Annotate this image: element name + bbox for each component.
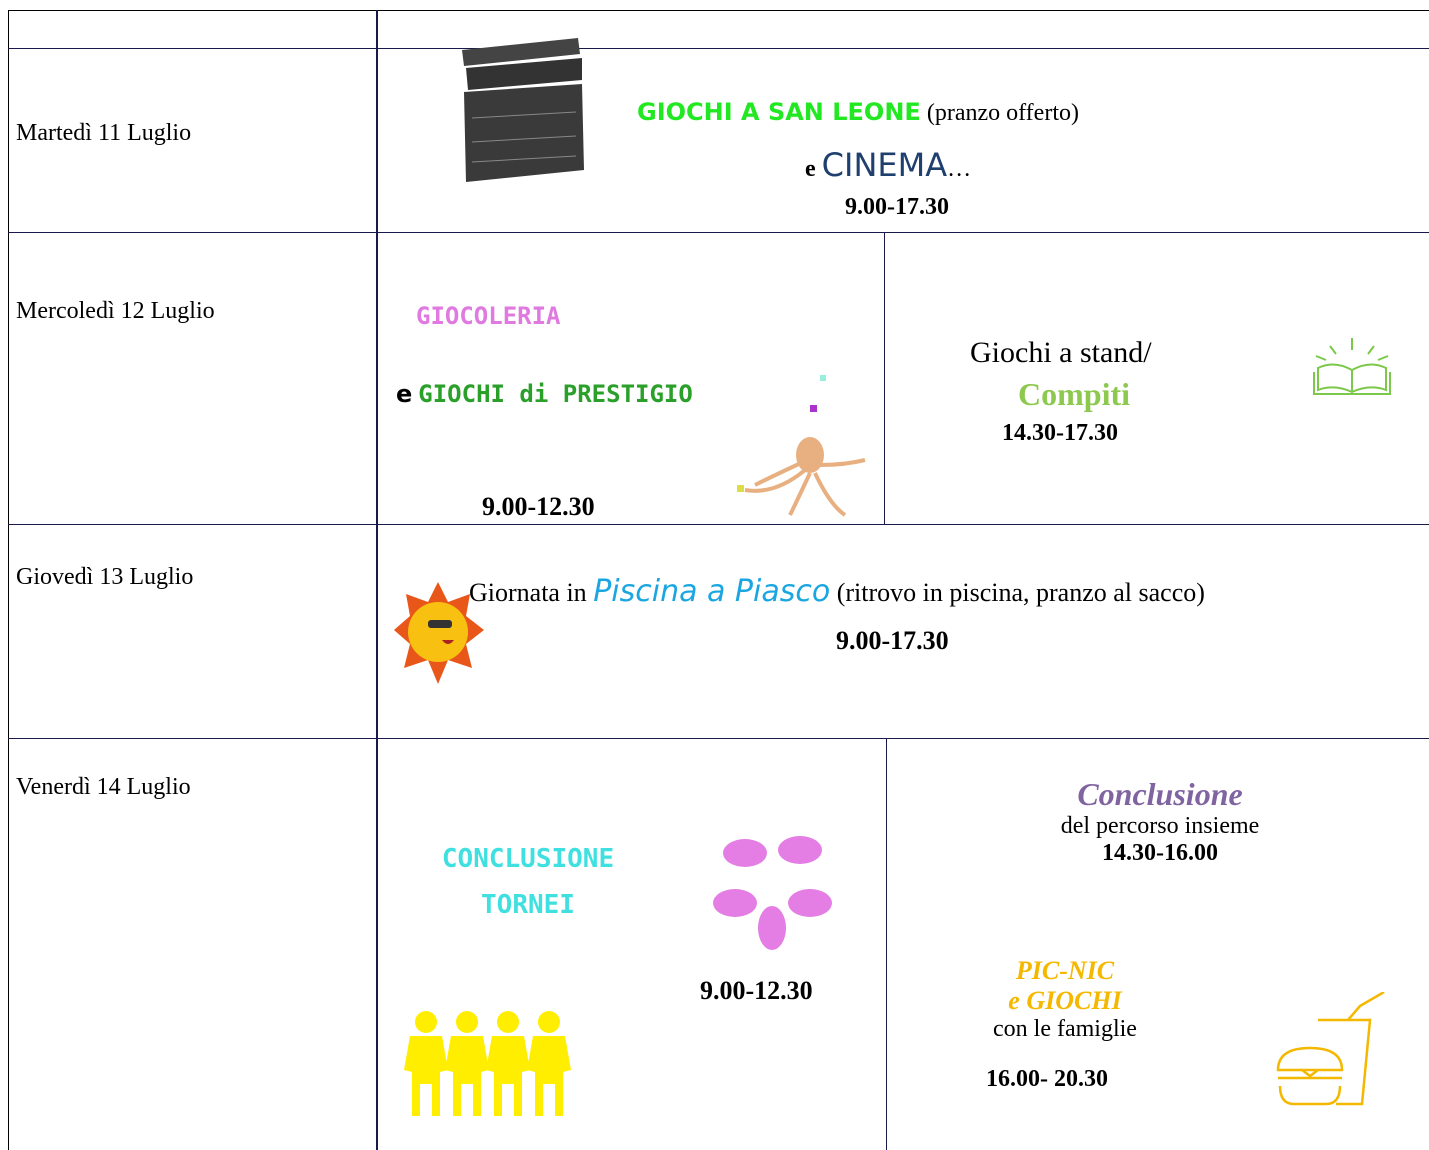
- clapboard-icon: [462, 38, 584, 182]
- activity-title: CINEMA: [821, 146, 948, 184]
- octopus-icon: [737, 375, 866, 517]
- hands-icon: [713, 836, 832, 950]
- afternoon: Conclusione del percorso insieme 14.30-1…: [1010, 776, 1310, 867]
- activity: Giornata in Piscina a Piasco (ritrovo in…: [469, 574, 1205, 609]
- rule: [376, 10, 378, 1150]
- description: con le famiglie: [993, 1016, 1137, 1042]
- rule: [8, 10, 9, 1150]
- activity-title: PIC-NIC: [1015, 956, 1115, 985]
- time: 9.00-17.30: [836, 626, 949, 655]
- day: Venerdì 14 Luglio: [16, 774, 191, 800]
- title-line: CONCLUSIONE: [441, 844, 615, 874]
- activity-title: Conclusione: [1077, 776, 1243, 812]
- time: 16.00- 20.30: [986, 1066, 1108, 1092]
- food-icon: [1276, 992, 1385, 1106]
- rule: [8, 738, 1429, 739]
- note: (pranzo offerto): [926, 100, 1079, 126]
- activity-title: GIOCOLERIA: [416, 302, 561, 330]
- note: (ritrovo in piscina, pranzo al sacco): [836, 578, 1205, 607]
- activity: e GIOCHI di PRESTIGIO: [396, 380, 693, 409]
- activity-title: Piscina a Piasco: [593, 574, 831, 609]
- activity-title: GIOCHI di PRESTIGIO: [418, 380, 693, 408]
- rule: [8, 10, 1429, 11]
- rule: [8, 48, 1429, 49]
- evening: PIC-NIC e GIOCHI con le famiglie: [960, 956, 1170, 1043]
- rule: [884, 233, 885, 524]
- prefix: Giornata in: [469, 578, 587, 607]
- rule: [8, 232, 1429, 233]
- people-icon: [404, 1011, 571, 1116]
- day: Mercoledì 12 Luglio: [16, 298, 215, 324]
- sun-icon: [394, 582, 484, 684]
- connector: e: [805, 156, 816, 182]
- rule: [886, 739, 887, 1150]
- time: 9.00-12.30: [482, 492, 595, 521]
- book-icon: [1313, 338, 1391, 395]
- time: 9.00-17.30: [845, 194, 949, 220]
- day: Martedì 11 Luglio: [16, 120, 192, 146]
- connector: e: [396, 380, 413, 408]
- activity-title: Giochi a stand/: [970, 336, 1152, 369]
- day: Giovedì 13 Luglio: [16, 564, 194, 590]
- time: 14.30-16.00: [1102, 840, 1218, 866]
- activity: GIOCHI A SAN LEONE (pranzo offerto): [637, 98, 1079, 127]
- activity-title: CONCLUSIONE TORNEI: [408, 836, 648, 928]
- activity: e CINEMA…: [805, 146, 971, 184]
- rule: [8, 524, 1429, 525]
- time: 9.00-12.30: [700, 976, 813, 1005]
- time: 14.30-17.30: [1002, 420, 1118, 446]
- ellipsis: …: [947, 156, 972, 182]
- activity-title: GIOCHI A SAN LEONE: [637, 98, 921, 126]
- activity-title: e GIOCHI: [1008, 986, 1122, 1015]
- title-line: TORNEI: [481, 890, 575, 920]
- description: del percorso insieme: [1060, 813, 1260, 839]
- activity-title: Compiti: [1018, 376, 1130, 412]
